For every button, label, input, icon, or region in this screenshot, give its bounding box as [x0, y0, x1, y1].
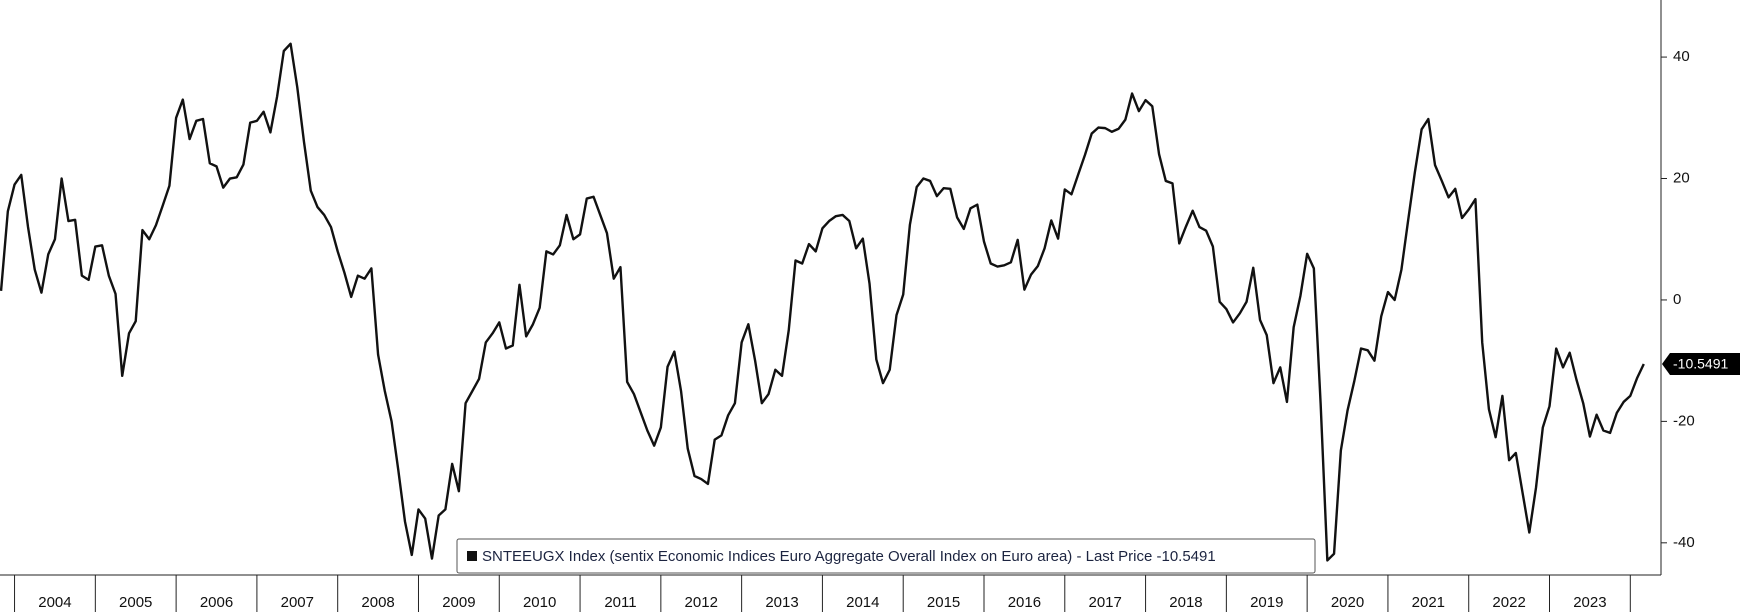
- x-tick-label: 2006: [200, 594, 233, 611]
- x-tick-label: 2014: [846, 594, 879, 611]
- legend-box: [456, 538, 1316, 574]
- x-tick-label: 2004: [38, 594, 71, 611]
- x-tick-label: 2008: [361, 594, 394, 611]
- x-tick-label: 2016: [1008, 594, 1041, 611]
- x-tick-label: 2022: [1492, 594, 1525, 611]
- last-price-box: [1662, 352, 1740, 375]
- y-tick-label: -40: [1673, 534, 1695, 551]
- last-price-tag: -10.5491: [1662, 352, 1740, 375]
- x-tick-label: 2011: [604, 594, 636, 611]
- data-line: [0, 42, 1645, 562]
- legend-swatch: [467, 551, 477, 561]
- x-tick-label: 2018: [1169, 594, 1202, 611]
- y-tick-label: -20: [1673, 412, 1695, 429]
- y-tick-label: 0: [1673, 291, 1681, 308]
- y-tick-label: 40: [1673, 48, 1690, 65]
- legend-label: SNTEEUGX Index (sentix Economic Indices …: [482, 548, 1216, 565]
- x-tick-label: 2015: [927, 594, 960, 611]
- x-tick-label: 2007: [281, 594, 314, 611]
- x-tick-label: 2021: [1412, 594, 1445, 611]
- x-tick-label: 2012: [685, 594, 718, 611]
- legend: SNTEEUGX Index (sentix Economic Indices …: [456, 538, 1316, 574]
- x-tick-label: 2005: [119, 594, 152, 611]
- x-tick-label: 2010: [523, 594, 556, 611]
- x-tick-label: 2009: [442, 594, 475, 611]
- x-tick-label: 2020: [1331, 594, 1364, 611]
- x-tick-label: 2017: [1088, 594, 1121, 611]
- last-price-label: -10.5491: [1673, 356, 1728, 372]
- y-tick-label: 20: [1673, 169, 1690, 186]
- x-tick-label: 2019: [1250, 594, 1283, 611]
- x-tick-label: 2013: [765, 594, 798, 611]
- x-tick-label: 2023: [1573, 594, 1606, 611]
